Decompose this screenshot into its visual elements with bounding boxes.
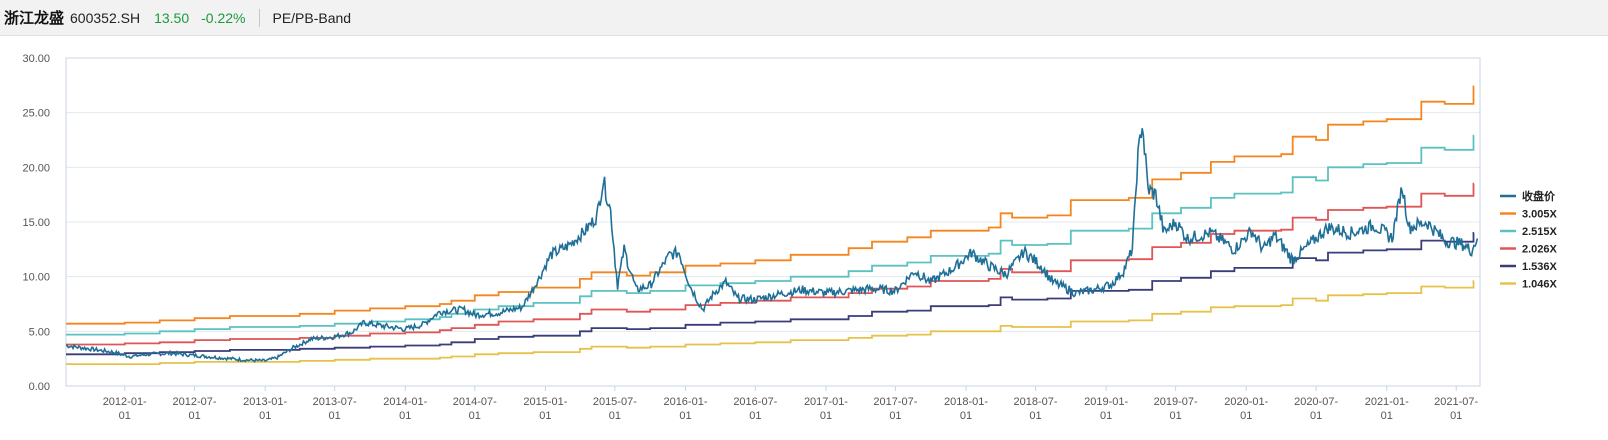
x-tick-label: 2014-07- (453, 396, 497, 408)
legend-label[interactable]: 1.536X (1522, 261, 1558, 273)
header-divider (259, 8, 261, 27)
series-line-band-2 (66, 134, 1475, 336)
x-tick-label-day: 01 (539, 410, 551, 422)
series-line-band-1 (66, 85, 1475, 325)
x-tick-label: 2016-01- (663, 396, 707, 408)
x-tick-label-day: 01 (259, 410, 271, 422)
y-tick-label: 20.00 (22, 162, 50, 174)
band-title: PE/PB-Band (272, 9, 352, 26)
x-tick-label-day: 01 (399, 410, 411, 422)
x-tick-label: 2012-01- (103, 396, 147, 408)
series-line-band-4 (66, 232, 1475, 356)
x-tick-label-day: 01 (1381, 410, 1393, 422)
x-tick-label-day: 01 (960, 410, 972, 422)
grid-lines (66, 57, 1480, 387)
stock-change: -0.22% (201, 9, 246, 26)
x-tick-label-day: 01 (119, 410, 131, 422)
x-tick-label-day: 01 (820, 410, 832, 422)
x-tick-label-day: 01 (1029, 410, 1041, 422)
x-tick-label-day: 01 (609, 410, 621, 422)
y-tick-label: 15.00 (22, 217, 50, 229)
x-tick-label-day: 01 (679, 410, 691, 422)
x-tick-label: 2013-07- (313, 396, 357, 408)
y-axis-ticks: 0.00 5.00 10.00 15.00 20.00 25.00 30.00 (22, 53, 50, 393)
chart-header: 浙江龙盛 600352.SH 13.50 -0.22% PE/PB-Band (0, 0, 1608, 36)
series-line-band-5 (66, 280, 1475, 365)
x-tick-label-day: 01 (1100, 410, 1112, 422)
x-tick-label-day: 01 (1450, 410, 1462, 422)
x-tick-label: 2021-07- (1434, 396, 1478, 408)
series-lines (65, 85, 1479, 365)
y-tick-label: 30.00 (22, 53, 50, 65)
x-tick-label-day: 01 (1310, 410, 1322, 422)
stock-name: 浙江龙盛 (4, 10, 65, 27)
x-tick-label: 2020-07- (1294, 396, 1338, 408)
x-tick-label: 2017-07- (873, 396, 917, 408)
x-tick-label: 2020-01- (1224, 396, 1268, 408)
legend[interactable]: 收盘价 3.005X 2.515X 2.026X 1.536X 1.046X (1500, 189, 1558, 291)
x-tick-label: 2014-01- (383, 396, 427, 408)
y-tick-label: 10.00 (22, 272, 50, 284)
pe-pb-band-chart: 0.00 5.00 10.00 15.00 20.00 25.00 30.00 2012-0… (22, 53, 1558, 422)
x-tick-label: 2019-07- (1154, 396, 1198, 408)
legend-label[interactable]: 1.046X (1522, 279, 1558, 291)
x-tick-label: 2013-01- (243, 396, 287, 408)
x-tick-label-day: 01 (1170, 410, 1182, 422)
x-tick-label: 2019-01- (1084, 396, 1128, 408)
plot-area (65, 57, 1481, 387)
x-tick-label: 2015-07- (593, 396, 637, 408)
legend-label[interactable]: 收盘价 (1522, 189, 1556, 203)
x-tick-label-day: 01 (469, 410, 481, 422)
y-tick-label: 25.00 (22, 108, 50, 120)
x-tick-label-day: 01 (329, 410, 341, 422)
x-tick-label: 2016-07- (733, 396, 777, 408)
x-tick-label: 2021-01- (1365, 396, 1409, 408)
x-tick-label-day: 01 (889, 410, 901, 422)
legend-label[interactable]: 2.515X (1522, 226, 1558, 238)
x-tick-label-day: 01 (1240, 410, 1252, 422)
stock-price: 13.50 (154, 9, 190, 26)
x-axis-ticks: 2012-01- 01 2012-07- 01 2013-01- 01 2013-07- 01… (103, 386, 1479, 422)
stock-code: 600352.SH (70, 9, 141, 26)
legend-label[interactable]: 2.026X (1522, 244, 1558, 256)
x-tick-label: 2015-01- (523, 396, 567, 408)
series-line-close-price (65, 128, 1479, 363)
y-tick-label: 0.00 (29, 381, 50, 393)
series-line-band-3 (66, 182, 1475, 346)
x-tick-label: 2017-01- (804, 396, 848, 408)
y-tick-label: 5.00 (29, 326, 50, 338)
x-tick-label: 2018-01- (944, 396, 988, 408)
legend-label[interactable]: 3.005X (1522, 209, 1558, 221)
x-tick-label-day: 01 (188, 410, 200, 422)
x-tick-label: 2018-07- (1014, 396, 1058, 408)
x-tick-label-day: 01 (749, 410, 761, 422)
x-tick-label: 2012-07- (173, 396, 217, 408)
